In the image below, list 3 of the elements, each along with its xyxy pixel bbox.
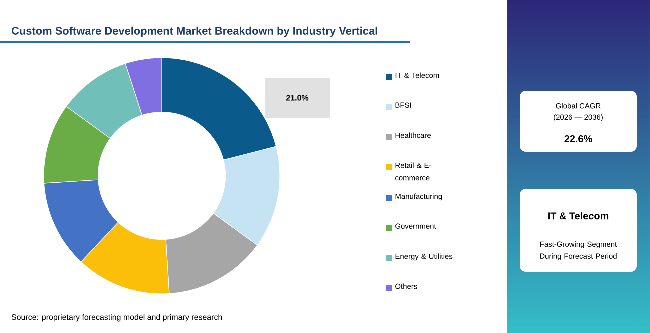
chart-title: Custom Software Development Market Breakdown by Industry Vertical [12, 26, 378, 38]
text: 22.6% [564, 135, 592, 143]
text: IT & Telecom [548, 212, 609, 220]
